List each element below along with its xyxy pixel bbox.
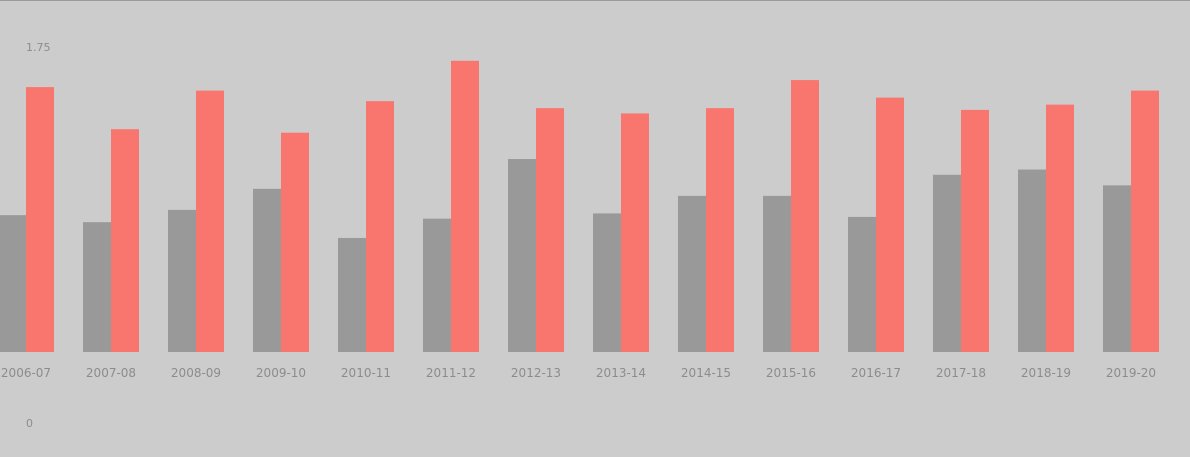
bar-series2-2018-19 xyxy=(1046,104,1074,352)
x-tick-label: 2013-14 xyxy=(596,366,646,380)
bar-series2-2008-09 xyxy=(196,90,224,353)
bar-series2-2017-18 xyxy=(961,109,989,352)
bar-series2-2009-10 xyxy=(281,132,309,352)
bar-series2-2006-07 xyxy=(26,87,54,353)
x-tick-label: 2011-12 xyxy=(426,366,476,380)
bars-layer xyxy=(0,60,1159,353)
bar-series1-2008-09 xyxy=(168,209,196,352)
x-tick-label: 2009-10 xyxy=(256,366,306,380)
bar-series1-2017-18 xyxy=(933,174,961,352)
y-tick-label-zero: 0 xyxy=(26,417,33,430)
x-tick-label: 2015-16 xyxy=(766,366,816,380)
bar-series2-2011-12 xyxy=(451,60,479,352)
bar-series1-2015-16 xyxy=(763,195,791,352)
bar-series2-2016-17 xyxy=(876,97,904,352)
bar-series2-2010-11 xyxy=(366,101,394,352)
bar-series1-2012-13 xyxy=(508,159,536,352)
x-tick-label: 2010-11 xyxy=(341,366,391,380)
x-tick-label: 2014-15 xyxy=(681,366,731,380)
bar-series1-2011-12 xyxy=(423,218,451,352)
x-tick-labels: 2006-07 2007-08 2008-09 2009-10 2010-11 2011-… xyxy=(1,366,1156,380)
bar-series1-2016-17 xyxy=(848,216,876,352)
x-tick-label: 2019-20 xyxy=(1106,366,1156,380)
bar-series2-2015-16 xyxy=(791,80,819,352)
bar-series1-2019-20 xyxy=(1103,185,1131,352)
top-border xyxy=(0,0,1190,1)
bar-series2-2012-13 xyxy=(536,108,564,352)
bar-series2-2013-14 xyxy=(621,113,649,352)
bar-series2-2014-15 xyxy=(706,108,734,352)
x-tick-label: 2006-07 xyxy=(1,366,51,380)
bar-series1-2007-08 xyxy=(83,222,111,352)
bar-series1-2006-07 xyxy=(0,215,26,352)
bar-series1-2013-14 xyxy=(593,213,621,352)
x-tick-label: 2008-09 xyxy=(171,366,221,380)
bar-series1-2009-10 xyxy=(253,188,281,352)
bar-series1-2014-15 xyxy=(678,195,706,352)
bar-series1-2018-19 xyxy=(1018,169,1046,352)
x-tick-label: 2017-18 xyxy=(936,366,986,380)
x-tick-label: 2012-13 xyxy=(511,366,561,380)
x-tick-label: 2007-08 xyxy=(86,366,136,380)
bar-series1-2010-11 xyxy=(338,237,366,352)
x-tick-label: 2016-17 xyxy=(851,366,901,380)
y-tick-label-max: 1.75 xyxy=(26,41,51,54)
bar-series2-2007-08 xyxy=(111,129,139,352)
x-tick-label: 2018-19 xyxy=(1021,366,1071,380)
bar-series2-2019-20 xyxy=(1131,90,1159,353)
